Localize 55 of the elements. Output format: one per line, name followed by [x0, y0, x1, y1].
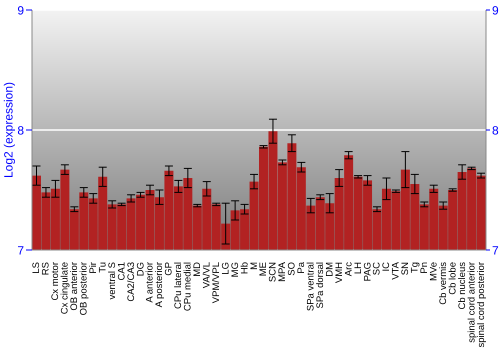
x-tick-label: LG [220, 262, 232, 275]
x-tick-label: SO [286, 262, 298, 276]
y-tick-label: 9 [17, 3, 24, 18]
x-tick-label: LH [352, 262, 364, 274]
x-tick-label: DM [324, 262, 336, 277]
x-tick-label: ME [258, 262, 270, 276]
y2-tick-label: 7 [492, 243, 499, 258]
x-tick-label: spinal cord anterior [466, 262, 478, 343]
x-tick-label: MD [192, 262, 204, 277]
x-tick-label: Hb [239, 262, 250, 274]
x-tick-label: Tu [97, 262, 108, 273]
x-tick-label: A posterior [154, 262, 166, 308]
y-tick-label: 7 [17, 243, 24, 258]
x-tick-label: LS [31, 262, 42, 274]
x-tick-label: VA/VL [201, 262, 212, 288]
x-tick-label: MPA [277, 261, 288, 282]
x-tick-label: CA1 [116, 262, 128, 280]
x-tick-label: Pn [419, 262, 430, 274]
x-tick-label: SPa ventral [306, 262, 317, 312]
x-tick-label: Cx motor [50, 262, 62, 301]
y-tick-label: 8 [17, 123, 24, 138]
x-tick-label: Cb nucleus [456, 262, 468, 310]
x-tick-label: spinal cord posterior [476, 262, 487, 348]
x-tick-label: M [248, 262, 260, 270]
x-tick-label: Cb lobe [447, 262, 458, 295]
y-axis-title: Log2 (expression) [1, 82, 16, 178]
x-tick-label: CA2/CA3 [126, 262, 137, 302]
x-tick-label: A anterior [144, 262, 156, 303]
x-tick-label: MVe [428, 262, 440, 282]
x-tick-label: SC [372, 262, 383, 276]
x-tick-label: CPu medial [182, 262, 194, 312]
x-tick-label: SCN [268, 262, 279, 282]
x-tick-label: PAG [362, 262, 374, 282]
x-tick-label: DG [135, 262, 146, 276]
x-tick-label: RS [40, 262, 52, 276]
x-tick-label: VPM/VPL [210, 262, 222, 304]
x-tick-label: MG [230, 262, 241, 278]
x-tick-label: VMH [334, 262, 345, 284]
y2-tick-label: 9 [492, 3, 499, 18]
x-tick-label: Tg [410, 262, 421, 274]
x-tick-label: IC [381, 262, 392, 272]
x-tick-label: VTA [390, 261, 402, 280]
x-tick-label: CPu lateral [173, 262, 184, 309]
x-tick-label: OB anterior [69, 262, 80, 311]
x-tick-label: ventral S [106, 262, 118, 300]
x-tick-label: Cx cingulate [60, 262, 71, 314]
x-tick-label: Cb vermis [438, 262, 449, 305]
x-tick-label: SPa dorsal [314, 262, 326, 308]
x-tick-label: Arc [343, 262, 354, 276]
x-tick-label: OB posterior [78, 262, 90, 316]
y2-tick-label: 8 [492, 123, 499, 138]
x-tick-label: SN [400, 262, 412, 276]
x-tick-label: Pir [88, 262, 99, 274]
x-tick-label: Pa [296, 261, 308, 274]
x-tick-label: GP [164, 262, 175, 276]
